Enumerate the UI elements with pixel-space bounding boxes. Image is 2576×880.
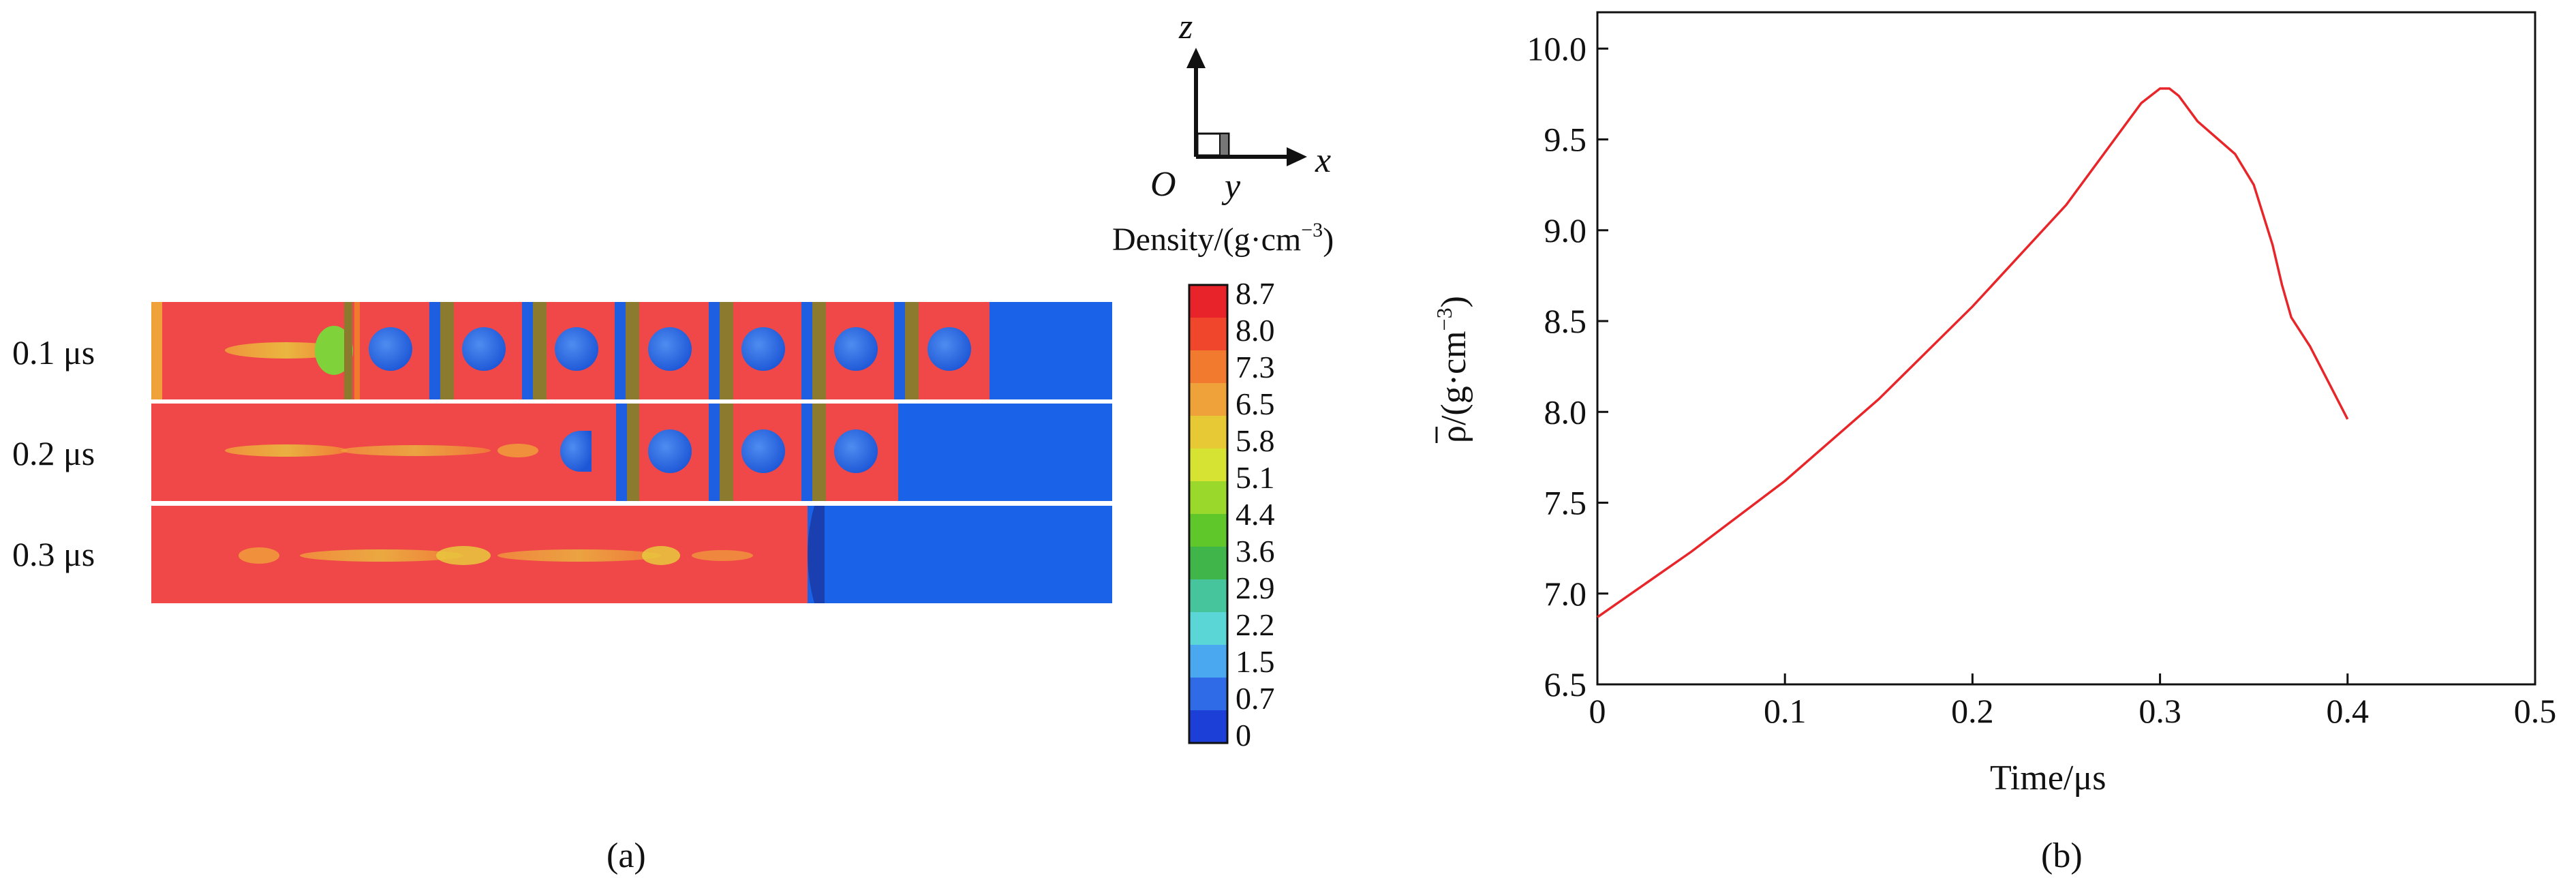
colorbar-swatch-11 bbox=[1189, 645, 1227, 678]
colorbar-swatch-12 bbox=[1189, 678, 1227, 711]
colorbar-swatch-3 bbox=[1189, 383, 1227, 416]
colorbar-tick-label: 2.9 bbox=[1236, 571, 1275, 605]
triad-label-z: z bbox=[1178, 7, 1193, 46]
time-label-0.3: 0.3 μs bbox=[12, 535, 95, 573]
colorbar-tick-label: 5.1 bbox=[1236, 460, 1275, 495]
x-tick-label: 0.3 bbox=[2138, 692, 2181, 730]
caption-a: (a) bbox=[607, 836, 646, 875]
simulation-strip-0.3us bbox=[151, 506, 1112, 603]
colorbar-swatch-9 bbox=[1189, 579, 1227, 613]
colorbar-tick-label: 2.2 bbox=[1236, 607, 1275, 642]
colorbar-tick-label: 8.0 bbox=[1236, 313, 1275, 348]
colorbar-tick-label: 4.4 bbox=[1236, 497, 1275, 532]
series-line-density bbox=[1596, 87, 2349, 618]
panel-a: 0.1 μs 0.2 μs 0.3 μs bbox=[12, 7, 1334, 875]
y-tick-label: 6.5 bbox=[1544, 665, 1587, 703]
y-tick-label: 9.0 bbox=[1544, 211, 1587, 249]
x-tick-labels: 0 0.1 0.2 0.3 0.4 0.5 bbox=[1589, 692, 2557, 730]
time-label-0.1: 0.1 μs bbox=[12, 333, 95, 371]
y-tick-label: 7.5 bbox=[1544, 484, 1587, 522]
caption-b: (b) bbox=[2041, 836, 2083, 875]
colorbar: Density/(g·cm−3) 8.78.07.36.55.85.14.43.… bbox=[1112, 219, 1334, 753]
colorbar-swatch-6 bbox=[1189, 481, 1227, 515]
axis-ticks bbox=[1596, 47, 2536, 686]
particle-array-0.1us bbox=[369, 302, 971, 399]
x-tick-label: 0.4 bbox=[2327, 692, 2370, 730]
x-tick-label: 0 bbox=[1589, 692, 1606, 730]
colorbar-swatch-1 bbox=[1189, 318, 1227, 351]
colorbar-swatch-7 bbox=[1189, 514, 1227, 547]
colorbar-swatch-5 bbox=[1189, 449, 1227, 482]
triad-label-y: y bbox=[1221, 167, 1241, 206]
y-tick-label: 10.0 bbox=[1527, 29, 1587, 67]
colorbar-tick-label: 5.8 bbox=[1236, 423, 1275, 458]
y-tick-label: 8.5 bbox=[1544, 302, 1587, 340]
colorbar-tick-label: 7.3 bbox=[1236, 350, 1275, 384]
triad-label-origin: O bbox=[1150, 165, 1176, 204]
colorbar-tick-label: 0.7 bbox=[1236, 681, 1275, 716]
y-tick-label: 8.0 bbox=[1544, 393, 1587, 431]
x-axis-label: Time/μs bbox=[1990, 759, 2106, 798]
colorbar-tick-label: 1.5 bbox=[1236, 644, 1275, 679]
colorbar-tick-label: 0 bbox=[1236, 718, 1251, 753]
simulation-strip-0.1us bbox=[151, 302, 1112, 399]
time-label-0.2: 0.2 μs bbox=[12, 434, 95, 472]
colorbar-swatch-8 bbox=[1189, 547, 1227, 580]
colorbar-swatch-10 bbox=[1189, 612, 1227, 646]
colorbar-swatch-2 bbox=[1189, 350, 1227, 384]
y-tick-label: 9.5 bbox=[1544, 121, 1587, 159]
colorbar-swatch-4 bbox=[1189, 416, 1227, 449]
y-tick-label: 7.0 bbox=[1544, 575, 1587, 613]
colorbar-tick-label: 6.5 bbox=[1236, 386, 1275, 421]
simulation-strip-0.2us bbox=[151, 404, 1112, 501]
svg-text:ρ/(g·cm−3): ρ/(g·cm−3) bbox=[1432, 296, 1473, 443]
colorbar-title: Density/(g·cm−3) bbox=[1112, 219, 1334, 258]
colorbar-swatch-0 bbox=[1189, 285, 1227, 318]
plot-frame bbox=[1596, 11, 2536, 686]
coordinate-triad: z x y O bbox=[1150, 7, 1331, 206]
colorbar-swatches bbox=[1189, 285, 1227, 744]
panel-b: 0 0.1 0.2 0.3 0.4 0.5 6.5 7.0 7.5 8.0 8.5 9.0 9.5 10… bbox=[1432, 11, 2557, 875]
colorbar-swatch-13 bbox=[1189, 710, 1227, 744]
colorbar-ticks: 8.78.07.36.55.85.14.43.62.92.21.50.70 bbox=[1236, 276, 1275, 753]
x-tick-label: 0.1 bbox=[1764, 692, 1807, 730]
colorbar-tick-label: 8.7 bbox=[1236, 276, 1275, 311]
x-tick-label: 0.2 bbox=[1951, 692, 1994, 730]
y-tick-labels: 6.5 7.0 7.5 8.0 8.5 9.0 9.5 10.0 bbox=[1527, 29, 1587, 703]
y-axis-label-main: ρ/(g·cm bbox=[1435, 331, 1473, 443]
triad-label-x: x bbox=[1315, 141, 1331, 180]
x-tick-label: 0.5 bbox=[2514, 692, 2557, 730]
colorbar-tick-label: 3.6 bbox=[1236, 534, 1275, 568]
y-axis-label: ρ/(g·cm−3) bbox=[1432, 296, 1473, 443]
